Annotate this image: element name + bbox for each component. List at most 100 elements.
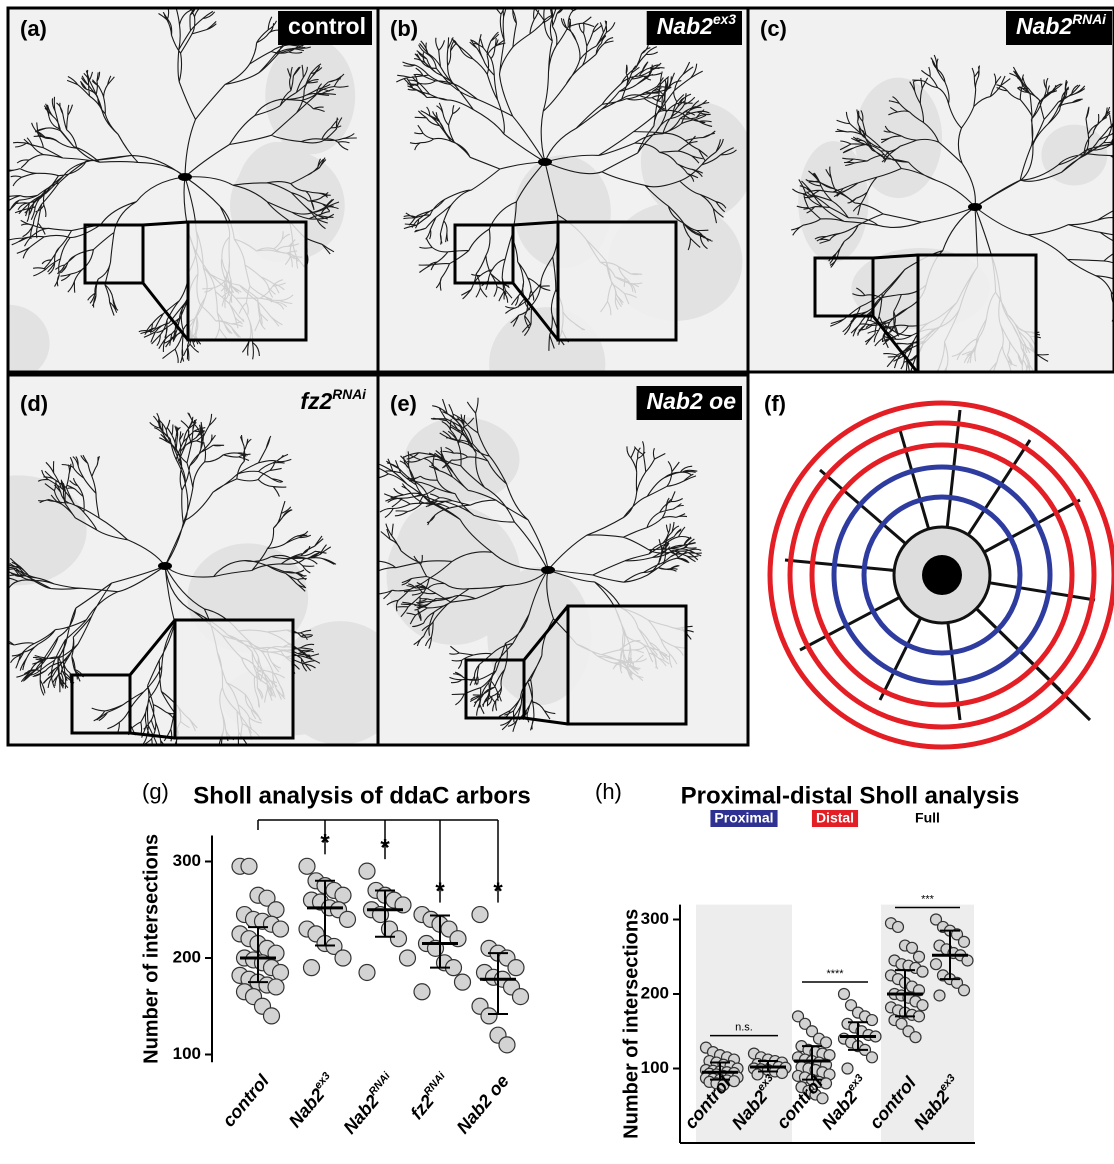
genotype-label-sup: ex3 — [713, 12, 736, 27]
soma — [538, 158, 552, 166]
x-tick-label: Nab2RNAi — [338, 1069, 400, 1137]
data-point — [264, 1008, 280, 1024]
nucleus — [922, 555, 962, 595]
data-point — [335, 887, 351, 903]
x-tick-label-base: Nab2 oe — [452, 1071, 512, 1138]
data-point — [359, 964, 375, 980]
data-point — [359, 863, 375, 879]
data-point — [959, 936, 970, 947]
chart-title: Sholl analysis of ddaC arbors — [193, 782, 530, 809]
micrograph — [378, 0, 754, 421]
genotype-label-base: fz2 — [300, 388, 332, 414]
data-point — [400, 950, 416, 966]
group-header: Full — [915, 810, 940, 826]
micrographs: (a)control(b)Nab2ex3(c)Nab2RNAi(d)fz2RNA… — [0, 0, 1114, 762]
data-point — [273, 964, 289, 980]
data-point — [304, 960, 320, 976]
y-axis-label: Number of intersections — [140, 834, 162, 1064]
data-point — [914, 951, 925, 962]
data-point — [513, 989, 529, 1005]
significance-label: * — [380, 834, 390, 861]
x-tick-label: control — [218, 1070, 273, 1130]
figure: (a)control(b)Nab2ex3(c)Nab2RNAi(d)fz2RNA… — [0, 0, 1114, 1164]
data-point — [340, 911, 356, 927]
x-tick-label-base: Nab2 — [339, 1091, 383, 1138]
genotype-label: Nab2 oe — [647, 388, 737, 414]
significance-label: n.s. — [735, 1022, 753, 1034]
genotype-label-base: Nab2 oe — [647, 388, 737, 414]
y-axis-label: Number of intersections — [620, 909, 642, 1139]
significance-label: *** — [921, 893, 935, 905]
dot-plot: (g) Sholl analysis of ddaC arbors Number o… — [140, 779, 530, 1138]
y-tick-label: 300 — [641, 909, 669, 928]
genotype-label-base: control — [288, 13, 366, 39]
data-point — [273, 921, 289, 937]
genotype-label-base: Nab2 — [657, 13, 713, 39]
y-tick-label: 200 — [641, 983, 669, 1002]
data-point — [508, 960, 524, 976]
y-tick-label: 100 — [173, 1044, 201, 1063]
data-point — [455, 974, 471, 990]
genotype-label: control — [288, 13, 366, 39]
data-point — [931, 959, 942, 970]
group-header: Proximal — [714, 810, 773, 826]
data-point — [499, 1037, 515, 1053]
data-point — [959, 985, 970, 996]
data-point — [777, 1067, 788, 1078]
soma — [968, 203, 982, 211]
data-point — [914, 1011, 925, 1022]
genotype-label-base: Nab2 — [1016, 13, 1072, 39]
x-tick-label-base: Nab2 — [285, 1085, 329, 1132]
chart-title: Proximal-distal Sholl analysis — [681, 782, 1020, 809]
data-point — [414, 984, 430, 1000]
tissue-blob — [265, 38, 355, 155]
genotype-label-sup: RNAi — [1072, 12, 1107, 27]
soma — [178, 173, 192, 181]
body: (a)control(b)Nab2ex3(c)Nab2RNAi(d)fz2RNA… — [0, 0, 1114, 1164]
panel-letter: (c) — [760, 16, 787, 41]
y-tick-label: 300 — [173, 851, 201, 870]
micrograph — [0, 375, 403, 762]
data-point — [867, 1015, 878, 1026]
x-tick-label: fz2RNAi — [405, 1069, 455, 1123]
inset-large — [918, 255, 1036, 373]
inset-large — [558, 222, 676, 340]
data-point — [481, 1008, 497, 1024]
data-point — [472, 907, 488, 923]
data-point — [299, 858, 315, 874]
significance-label: * — [493, 878, 503, 905]
data-point — [268, 979, 284, 995]
inset-large — [568, 606, 686, 724]
x-tick-label: Nab2ex3 — [284, 1070, 340, 1131]
panel-letter: (d) — [20, 391, 48, 416]
soma — [541, 566, 555, 574]
x-tick-label-base: fz2 — [406, 1091, 437, 1123]
chart-letter: (g) — [142, 779, 169, 804]
data-point — [821, 1037, 832, 1048]
significance-label: **** — [826, 968, 844, 980]
data-point — [917, 966, 928, 977]
inset-large — [175, 620, 293, 738]
x-tick-label-base: control — [218, 1070, 273, 1130]
micrograph — [748, 8, 1114, 407]
x-tick-label: Nab2 oe — [452, 1071, 512, 1138]
significance-label: * — [435, 878, 445, 905]
dot-plot: Proximaln.s.Distal****Full***(h)Proximal… — [595, 779, 1019, 1143]
data-point — [842, 1063, 853, 1074]
data-point — [839, 989, 850, 1000]
data-point — [934, 990, 945, 1001]
charts: (g) Sholl analysis of ddaC arbors Number o… — [140, 779, 1019, 1143]
x-tick-label-sup: RNAi — [366, 1069, 393, 1098]
y-tick-label: 200 — [173, 947, 201, 966]
micrograph — [365, 375, 748, 745]
data-point — [241, 858, 257, 874]
micrograph — [0, 0, 378, 382]
data-point — [917, 1000, 928, 1011]
tissue-blob — [386, 506, 520, 645]
panel-letter: (e) — [390, 391, 417, 416]
panel-letter: (b) — [390, 16, 418, 41]
y-tick-label: 100 — [641, 1058, 669, 1077]
page: {"panels": [ {"letter": "(a)", "label": … — [0, 0, 1114, 1164]
group-header: Distal — [816, 810, 854, 826]
x-tick-label-sup: RNAi — [421, 1069, 448, 1098]
